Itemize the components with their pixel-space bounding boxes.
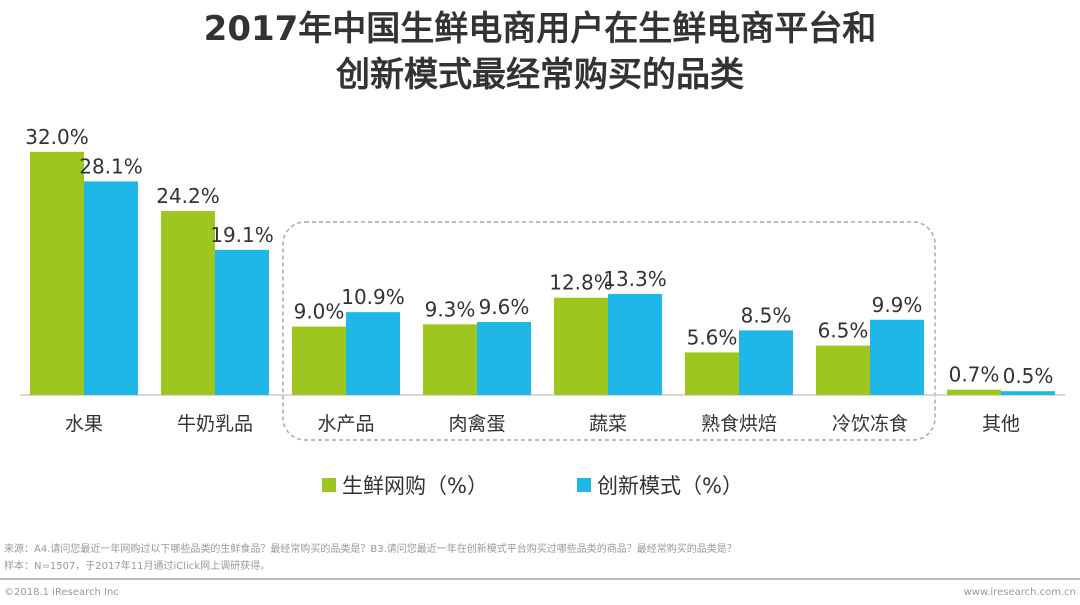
bar-innovation <box>215 249 269 395</box>
data-label: 0.5% <box>1003 364 1054 388</box>
bar-online <box>161 211 215 395</box>
bar-online <box>423 324 477 395</box>
data-label: 9.6% <box>479 295 530 319</box>
legend-swatch <box>577 478 591 492</box>
bar-online <box>685 352 739 395</box>
footer-divider <box>0 578 1080 580</box>
legend-label: 创新模式（%） <box>597 474 743 498</box>
chart-title: 2017年中国生鲜电商用户在生鲜电商平台和 创新模式最经常购买的品类 <box>203 9 877 95</box>
category-label: 蔬菜 <box>589 413 627 435</box>
copyright: ©2018.1 iResearch Inc <box>4 587 119 598</box>
data-label: 19.1% <box>210 223 274 247</box>
data-label: 9.9% <box>872 293 923 317</box>
data-label: 24.2% <box>156 184 220 208</box>
website: www.iresearch.com.cn <box>963 587 1076 598</box>
data-label: 8.5% <box>741 303 792 327</box>
bar-online <box>816 345 870 395</box>
category-label: 牛奶乳品 <box>177 413 253 435</box>
data-label: 13.3% <box>603 267 667 291</box>
category-label: 水产品 <box>317 413 374 435</box>
bar-innovation <box>477 322 531 395</box>
category-label: 冷饮冻食 <box>832 413 908 435</box>
bar-online <box>30 151 84 395</box>
category-label: 肉禽蛋 <box>448 413 505 435</box>
data-label: 12.8% <box>549 271 613 295</box>
category-label: 熟食烘焙 <box>701 413 777 435</box>
bar-innovation <box>84 181 138 395</box>
bar-online <box>554 297 608 395</box>
highlight-box <box>282 221 936 441</box>
legend-swatch <box>322 478 336 492</box>
data-label: 9.0% <box>294 300 345 324</box>
bar-innovation <box>870 319 924 395</box>
bar-chart: 32.0% 28.1% 水果 24.2% 19.1% 牛奶乳品 9.0%10.9% 水产品 9.… <box>20 125 1065 498</box>
data-label: 28.1% <box>79 154 143 178</box>
bar-innovation <box>1001 391 1055 395</box>
data-label: 6.5% <box>818 319 869 343</box>
category-label: 水果 <box>65 413 103 435</box>
data-label: 5.6% <box>687 325 738 349</box>
data-label: 9.3% <box>425 297 476 321</box>
data-label: 32.0% <box>25 125 89 149</box>
legend-label: 生鲜网购（%） <box>342 474 488 498</box>
bar-innovation <box>346 312 400 395</box>
category-label: 其他 <box>982 413 1020 435</box>
sample-note: 样本：N=1507，于2017年11月通过iClick网上调研获得。 <box>4 561 271 572</box>
bar-innovation <box>739 330 793 395</box>
source-note: 来源：A4.请问您最近一年网购过以下哪些品类的生鲜食品？最经常购买的品类是？B3… <box>4 544 737 555</box>
bar-online <box>292 326 346 395</box>
bar-online <box>947 389 1001 395</box>
data-label: 0.7% <box>949 363 1000 387</box>
data-label: 10.9% <box>341 285 405 309</box>
bar-innovation <box>608 293 662 395</box>
